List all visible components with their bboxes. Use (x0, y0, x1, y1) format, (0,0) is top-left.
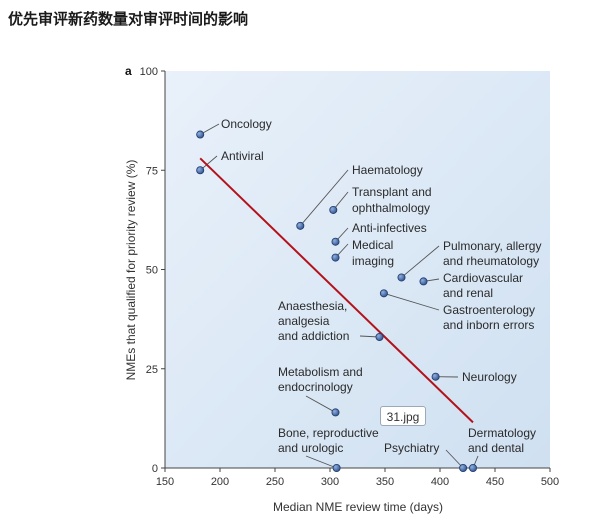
annotation-label: and rheumatology (443, 254, 539, 268)
annotation-label: endocrinology (278, 380, 353, 394)
x-tick-label: 250 (266, 476, 284, 488)
annotation-label: and renal (443, 286, 493, 300)
annotation-label: ophthalmology (352, 201, 430, 215)
data-point (331, 237, 340, 246)
annotation-label: and urologic (278, 441, 343, 455)
data-point (331, 408, 340, 417)
annotation-label: Psychiatry (384, 441, 439, 455)
data-point (196, 166, 205, 175)
page-title: 优先审评新药数量对审评时间的影响 (8, 10, 249, 28)
leader-line (445, 449, 464, 469)
plot-background (165, 71, 550, 468)
annotation-label: Bone, reproductive (278, 426, 379, 440)
x-tick-label: 400 (431, 476, 449, 488)
leader-line (305, 395, 336, 413)
x-tick-label: 450 (486, 476, 504, 488)
data-point (332, 463, 341, 472)
leader-line (401, 245, 440, 278)
data-point (397, 273, 406, 282)
data-point (329, 205, 338, 214)
data-point (468, 463, 477, 472)
annotation-label: Anti-infectives (352, 221, 427, 235)
annotation-label: analgesia (278, 314, 330, 328)
annotation-label: Anaesthesia, (278, 299, 347, 313)
annotation-label: Dermatology (468, 426, 536, 440)
x-axis-title: Median NME review time (days) (273, 500, 443, 514)
annotation-label: and dental (468, 441, 524, 455)
y-tick-label: 0 (152, 463, 158, 475)
x-tick-label: 200 (211, 476, 229, 488)
x-tick-label: 350 (376, 476, 394, 488)
annotation-label: and addiction (278, 329, 349, 343)
data-point (379, 289, 388, 298)
data-point (196, 130, 205, 139)
leader-line (305, 455, 337, 469)
annotation-label: imaging (352, 254, 394, 268)
annotation-label: Medical (352, 238, 393, 252)
y-tick-label: 50 (146, 265, 158, 277)
y-tick-label: 75 (146, 165, 158, 177)
x-tick-label: 300 (321, 476, 339, 488)
annotation-label: Neurology (462, 370, 517, 384)
x-tick-label: 500 (541, 476, 559, 488)
y-tick-label: 100 (140, 66, 158, 78)
data-point (375, 332, 384, 341)
annotation-label: Antiviral (221, 149, 264, 163)
annotation-label: Oncology (221, 117, 272, 131)
image-tag: 31.jpg (380, 406, 426, 426)
x-tick-label: 150 (156, 476, 174, 488)
panel-label: a (125, 64, 132, 78)
trend-line (199, 157, 474, 424)
y-tick-label: 25 (146, 364, 158, 376)
annotation-label: Pulmonary, allergy (443, 239, 541, 253)
annotation-label: Gastroenterology (443, 303, 535, 317)
data-point (459, 463, 468, 472)
annotation-label: Cardiovascular (443, 271, 523, 285)
annotation-label: Haematology (352, 163, 423, 177)
annotation-label: and inborn errors (443, 318, 534, 332)
y-axis-title: NMEs that qualified for priority review … (124, 160, 138, 381)
data-point (419, 277, 428, 286)
annotation-label: Metabolism and (278, 365, 363, 379)
data-point (296, 221, 305, 230)
leader-line (383, 292, 440, 311)
data-point (331, 253, 340, 262)
leader-line (299, 169, 349, 227)
annotation-label: Transplant and (352, 185, 432, 199)
data-point (431, 372, 440, 381)
